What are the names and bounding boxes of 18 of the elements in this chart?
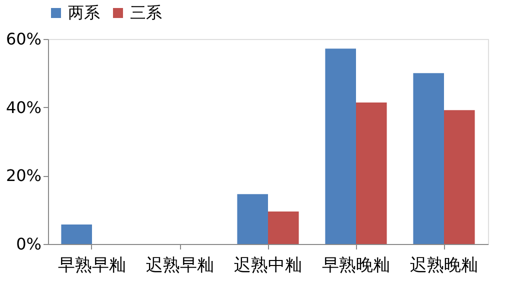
legend-label: 三系 bbox=[130, 3, 162, 22]
x-tick-label: 迟熟早籼 bbox=[146, 256, 214, 276]
x-tick-label: 迟熟晚籼 bbox=[410, 256, 478, 276]
bar bbox=[61, 224, 92, 244]
x-tick-label: 早熟早籼 bbox=[58, 256, 126, 276]
y-tick-label: 40% bbox=[6, 98, 42, 117]
bar bbox=[325, 48, 356, 244]
legend-label: 两系 bbox=[68, 3, 100, 22]
y-tick-label: 0% bbox=[16, 234, 42, 254]
y-tick-label: 60% bbox=[6, 30, 42, 48]
bar bbox=[268, 212, 299, 244]
y-tick-label: 20% bbox=[6, 166, 42, 186]
x-tick-label: 迟熟中籼 bbox=[234, 256, 302, 276]
bar bbox=[413, 73, 444, 244]
x-tick-label: 早熟晚籼 bbox=[322, 256, 390, 276]
bar bbox=[444, 110, 475, 244]
bar bbox=[237, 194, 268, 244]
bar bbox=[356, 102, 387, 244]
